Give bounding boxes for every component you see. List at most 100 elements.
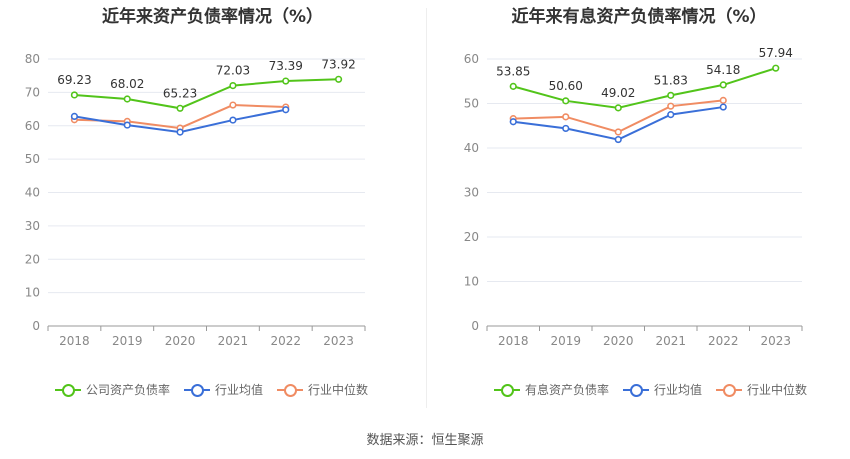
y-tick-label: 0	[471, 319, 479, 333]
legend-item[interactable]: 公司资产负债率	[55, 381, 170, 398]
data-point	[334, 75, 343, 83]
data-label: 51.83	[654, 73, 688, 87]
legend-swatch	[55, 383, 81, 397]
legend-marker	[630, 383, 644, 397]
data-point	[176, 128, 184, 136]
x-tick-label: 2021	[655, 334, 686, 348]
data-point	[562, 124, 570, 133]
data-label: 73.92	[321, 57, 355, 71]
x-tick-label: 2023	[760, 334, 791, 348]
data-point	[509, 118, 517, 126]
y-tick-label: 0	[32, 319, 40, 333]
data-point	[562, 113, 570, 121]
y-tick-label: 20	[464, 230, 479, 244]
legend-label: 公司资产负债率	[86, 383, 171, 397]
legend-item[interactable]: 行业均值	[623, 381, 702, 398]
legend-label: 行业中位数	[747, 383, 808, 397]
panel-divider	[426, 8, 427, 408]
data-point	[282, 106, 290, 114]
data-point	[282, 77, 290, 85]
data-point	[123, 95, 131, 103]
y-tick-label: 60	[464, 52, 479, 66]
legend-item[interactable]: 行业均值	[184, 381, 263, 398]
x-tick-label: 2020	[165, 334, 196, 348]
x-tick-label: 2019	[112, 334, 143, 348]
data-point	[229, 116, 237, 124]
data-point	[719, 103, 727, 111]
data-label: 49.02	[601, 86, 635, 100]
legend-swatch	[623, 383, 650, 397]
data-point	[123, 121, 131, 129]
x-tick-label: 2018	[59, 334, 90, 348]
data-point	[719, 81, 727, 89]
chart-title: 近年来有息资产负债率情况（%）	[511, 7, 767, 27]
data-point	[229, 101, 237, 109]
legend-item[interactable]: 行业中位数	[716, 381, 807, 398]
data-label: 69.23	[57, 73, 91, 87]
legend-item[interactable]: 有息资产负债率	[494, 381, 609, 398]
data-point	[667, 111, 675, 119]
data-point	[667, 102, 675, 110]
legend-marker	[501, 383, 514, 397]
y-tick-label: 70	[25, 85, 40, 99]
chart-panel-left: 近年来资产负债率情况（%） 0 10 20 30 40 50 60 70 80 2018 2019 2…	[0, 0, 425, 410]
legend-marker	[284, 383, 298, 397]
data-point	[509, 82, 517, 90]
series-line-0	[512, 67, 777, 109]
y-tick-label: 40	[25, 186, 40, 200]
series-line-0	[74, 78, 339, 110]
x-tick-label: 2019	[550, 334, 581, 348]
data-label: 65.23	[163, 86, 197, 100]
chart-title: 近年来资产负债率情况（%）	[101, 7, 324, 27]
y-tick-label: 60	[25, 119, 40, 133]
data-point	[614, 128, 622, 136]
data-label: 72.03	[216, 64, 250, 78]
legend-marker	[191, 383, 205, 397]
y-tick-label: 30	[25, 219, 40, 233]
chart-legend-left: 公司资产负债率 行业均值 行业中位数	[55, 381, 368, 398]
legend-marker	[723, 383, 737, 397]
legend-label: 行业均值	[215, 383, 264, 397]
chart-legend-right: 有息资产负债率 行业均值 行业中位数	[494, 381, 807, 398]
x-tick-label: 2020	[603, 334, 634, 348]
data-label: 68.02	[110, 77, 144, 91]
x-tick-label: 2023	[323, 334, 354, 348]
data-source-note: 数据来源：恒生聚源	[366, 433, 484, 448]
data-point	[667, 91, 675, 99]
data-label: 53.85	[496, 64, 530, 78]
data-point	[772, 64, 780, 72]
y-tick-label: 20	[25, 252, 40, 266]
legend-swatch	[277, 383, 304, 397]
data-point	[719, 96, 727, 104]
legend-swatch	[494, 383, 520, 397]
data-point	[614, 135, 622, 144]
legend-label: 有息资产负债率	[525, 383, 610, 397]
y-tick-label: 50	[25, 152, 40, 166]
chart-panel-right: 近年来有息资产负债率情况（%） 0 10 20 30 40 50 60 2018 2019 202…	[428, 0, 850, 410]
x-tick-label: 2021	[218, 334, 249, 348]
x-tick-label: 2018	[498, 334, 529, 348]
y-tick-label: 10	[464, 275, 479, 289]
data-point	[176, 104, 184, 112]
data-label: 50.60	[549, 79, 583, 93]
data-point	[562, 97, 570, 105]
data-point	[229, 81, 237, 90]
y-tick-label: 80	[25, 52, 40, 66]
legend-swatch	[716, 383, 743, 397]
legend-swatch	[184, 383, 211, 397]
line-chart-left: 0 10 20 30 40 50 60 70 80 2018 2019 2020 2021 2022 202…	[25, 52, 366, 348]
data-point	[614, 104, 622, 112]
y-tick-label: 40	[464, 141, 479, 155]
y-tick-label: 10	[25, 286, 40, 300]
x-tick-label: 2022	[708, 334, 739, 348]
line-chart-right: 0 10 20 30 40 50 60 2018 2019 2020 2021 2022 2023 53.…	[464, 46, 803, 348]
data-label: 57.94	[759, 46, 793, 60]
x-tick-label: 2022	[270, 334, 301, 348]
data-point	[70, 112, 79, 121]
data-label: 54.18	[706, 63, 740, 77]
data-label: 73.39	[269, 59, 303, 73]
y-tick-label: 50	[464, 97, 479, 111]
legend-label: 行业均值	[654, 383, 703, 397]
legend-label: 行业中位数	[308, 383, 369, 397]
legend-item[interactable]: 行业中位数	[277, 381, 368, 398]
